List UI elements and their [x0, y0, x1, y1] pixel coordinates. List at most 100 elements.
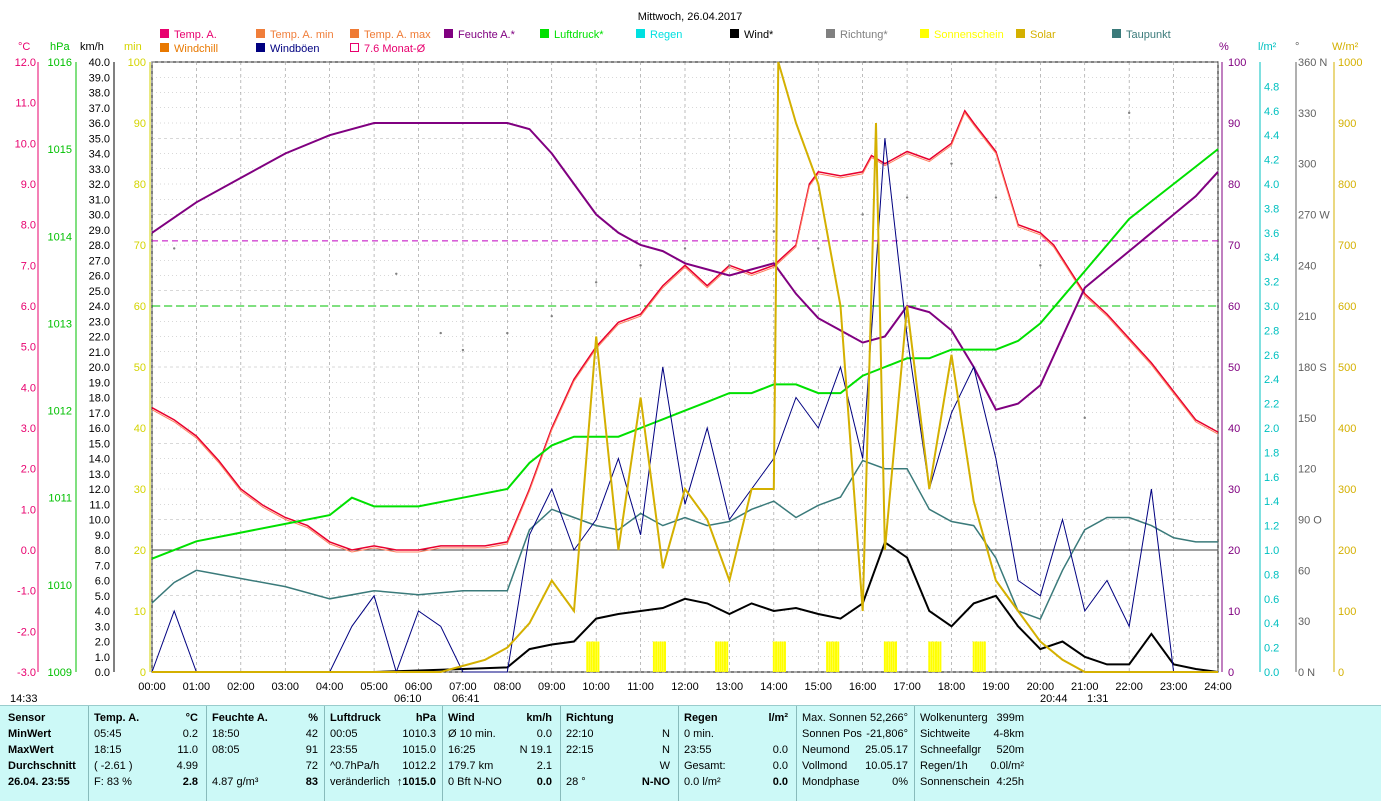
kmh-tick: 6.0	[95, 576, 110, 588]
time-tick: 18:00	[938, 681, 966, 693]
humidity-column: Feuchte A.% 18:50 42 08:05 91 72 4.87 g/m³…	[212, 710, 318, 798]
direction-point	[905, 196, 909, 199]
rain-tick: 1.6	[1264, 472, 1279, 484]
direction-point	[994, 196, 998, 199]
unit-hpa: hPa	[50, 41, 70, 53]
sunset-time-2: 1:31	[1087, 693, 1108, 705]
min-tick: 100	[128, 57, 146, 69]
direction-point	[1039, 264, 1042, 267]
direction-point	[817, 247, 820, 250]
temp-tick: 12.0	[15, 57, 36, 69]
hum-header: Feuchte A.	[212, 712, 268, 724]
press-min-value: 1010.3	[402, 728, 436, 740]
dir-max-time: 22:15	[566, 744, 594, 756]
direction-point	[550, 314, 553, 318]
min-tick: 80	[134, 179, 146, 191]
percent-tick: 10	[1228, 606, 1240, 618]
direction-point	[639, 264, 642, 267]
rain-max-value: 0.0	[772, 744, 788, 756]
astro-value-0: 52,266°	[869, 712, 908, 724]
rain-tick: 4.0	[1264, 179, 1279, 191]
temp-tick: 0.0	[21, 545, 36, 557]
rain-tick: 4.2	[1264, 155, 1279, 167]
wm2-tick: 300	[1338, 484, 1356, 496]
unit-percent: %	[1219, 41, 1229, 53]
sunset-time: 20:44	[1040, 693, 1068, 705]
temp-tick: 3.0	[21, 423, 36, 435]
time-tick: 15:00	[804, 681, 832, 693]
wm2-tick: 1000	[1338, 57, 1362, 69]
legend-swatch	[160, 29, 169, 38]
time-tick: 03:00	[271, 681, 299, 693]
kmh-tick: 28.0	[89, 240, 110, 252]
time-tick: 23:00	[1160, 681, 1188, 693]
hpa-tick: 1011	[48, 493, 72, 505]
dir-degree: 28 °	[566, 776, 586, 788]
legend-label: Solar	[1030, 29, 1056, 41]
direction-tick: 150	[1298, 413, 1316, 425]
temp-tick: 6.0	[21, 301, 36, 313]
misc-label-3: Regen/1h	[920, 760, 968, 772]
hum-max-value: 91	[305, 744, 318, 756]
misc-label-0: Wolkenunterg	[920, 712, 988, 724]
percent-tick: 50	[1228, 362, 1240, 374]
direction-point	[683, 247, 687, 250]
wind-max-value: N 19.1	[519, 744, 552, 756]
direction-point	[950, 162, 953, 165]
wind-current-value: 0.0	[536, 776, 552, 788]
row-avg: Durchschnitt	[8, 760, 76, 772]
legend-swatch	[350, 43, 359, 52]
percent-tick: 80	[1228, 179, 1240, 191]
temp-current-extra: F: 83 %	[94, 776, 132, 788]
kmh-tick: 37.0	[89, 103, 110, 115]
rain-tick: 3.8	[1264, 203, 1279, 215]
misc-column: Wolkenunterg 399m Sichtweite 4-8km Schneef…	[920, 710, 1024, 798]
kmh-tick: 29.0	[89, 225, 110, 237]
kmh-tick: 23.0	[89, 316, 110, 328]
wind-avg10-label: Ø 10 min.	[448, 728, 496, 740]
legend-swatch	[1112, 29, 1121, 38]
series-temp-max-shadow	[151, 111, 1219, 553]
percent-tick: 0	[1228, 667, 1234, 679]
legend-label: 7.6 Monat-Ø	[364, 43, 426, 55]
kmh-tick: 34.0	[89, 149, 110, 161]
kmh-tick: 0.0	[95, 667, 110, 679]
plot-area	[151, 61, 1219, 674]
temp-min-time: 05:45	[94, 728, 122, 740]
kmh-tick: 16.0	[89, 423, 110, 435]
legend-label: Sonnenschein	[934, 29, 1004, 41]
min-tick: 60	[134, 301, 146, 313]
legend-label: Windchill	[174, 43, 218, 55]
chart-title: Mittwoch, 26.04.2017	[638, 11, 743, 23]
hum-avg-value: 72	[305, 760, 318, 772]
direction-tick: 30	[1298, 616, 1310, 628]
rain-tick: 2.0	[1264, 423, 1279, 435]
kmh-tick: 9.0	[95, 530, 110, 542]
min-tick: 50	[134, 362, 146, 374]
kmh-tick: 14.0	[89, 454, 110, 466]
wm2-tick: 900	[1338, 118, 1356, 130]
rain-tick: 3.4	[1264, 252, 1279, 264]
wind-beaufort: 0 Bft N-NO	[448, 776, 502, 788]
temp-min-value: 0.2	[182, 728, 198, 740]
temp-tick: 2.0	[21, 464, 36, 476]
temp-max-value: 11.0	[177, 744, 198, 756]
wm2-tick: 400	[1338, 423, 1356, 435]
direction-column: Richtung 22:10 N 22:15 N W 28 ° N-NO	[566, 710, 670, 798]
rain-total-value: 0.0	[772, 760, 788, 772]
time-tick: 06:00	[405, 681, 433, 693]
temp-tick: 7.0	[21, 260, 36, 272]
hpa-tick: 1013	[48, 318, 72, 330]
temp-tick: 1.0	[21, 504, 36, 516]
kmh-tick: 38.0	[89, 88, 110, 100]
direction-tick: 270 W	[1298, 210, 1330, 222]
time-tick: 20:00	[1027, 681, 1055, 693]
time-tick: 02:00	[227, 681, 255, 693]
pressure-column: Luftdruck hPa 00:05 1010.3 23:55 1015.0 ^0.…	[330, 710, 436, 798]
legend-swatch	[160, 43, 169, 52]
percent-tick: 60	[1228, 301, 1240, 313]
kmh-tick: 30.0	[89, 210, 110, 222]
direction-tick: 0 N	[1298, 667, 1315, 679]
astro-value-3: 10.05.17	[865, 760, 908, 772]
direction-point	[861, 213, 864, 216]
